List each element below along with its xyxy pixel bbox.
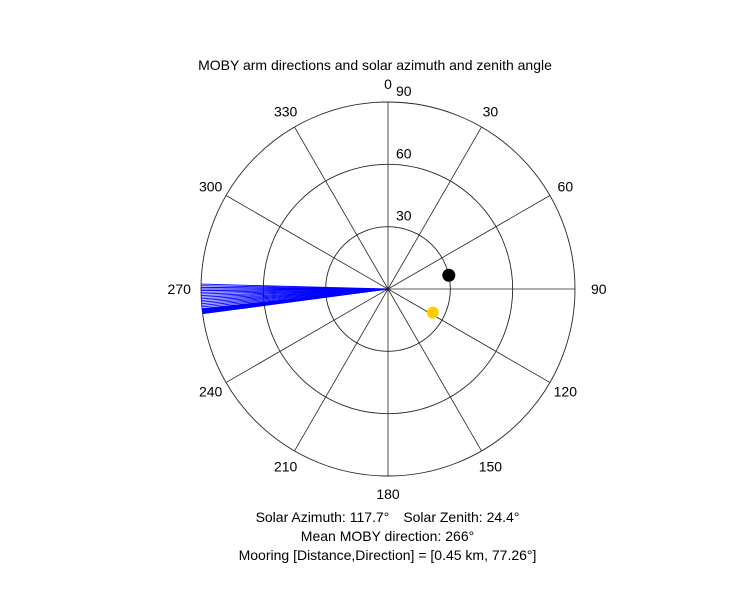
theta-tick-120: 120 — [554, 383, 578, 399]
solar-azimuth-label: Solar Azimuth: 117.7° — [255, 509, 390, 525]
theta-tick-60: 60 — [558, 179, 574, 195]
spoke-300 — [225, 195, 389, 290]
arm-line-23 — [202, 288, 389, 315]
angle-labels: 0 30 60 90 120 150 180 210 240 270 300 330 30 60 90 — [168, 76, 607, 502]
theta-tick-270: 270 — [168, 281, 192, 297]
theta-tick-150: 150 — [479, 458, 503, 474]
solar-caption: Solar Azimuth: 117.7° Solar Zenith: 24.4° — [0, 509, 750, 525]
spoke-30 — [387, 126, 482, 290]
theta-tick-300: 300 — [199, 179, 223, 195]
spoke-240 — [225, 288, 389, 383]
mean-direction-caption: Mean MOBY direction: 266° — [300, 528, 475, 544]
solar-zenith-label: Solar Zenith: 24.4° — [403, 509, 520, 525]
spoke-120 — [387, 288, 551, 383]
spoke-150 — [387, 288, 482, 452]
sun-core — [429, 309, 437, 317]
spoke-60 — [387, 195, 551, 290]
theta-tick-240: 240 — [199, 383, 223, 399]
chart-title: MOBY arm directions and solar azimuth an… — [198, 57, 552, 73]
theta-tick-90: 90 — [591, 281, 607, 297]
sun-marker — [426, 306, 439, 319]
theta-tick-30: 30 — [483, 104, 499, 120]
r-tick-90: 90 — [396, 83, 412, 99]
theta-tick-180: 180 — [376, 486, 400, 502]
theta-tick-330: 330 — [274, 104, 298, 120]
spoke-210 — [294, 288, 389, 452]
theta-tick-210: 210 — [274, 458, 298, 474]
r-tick-30: 30 — [396, 208, 412, 224]
theta-tick-0: 0 — [384, 76, 392, 92]
mooring-caption: Mooring [Distance,Direction] = [0.45 km,… — [238, 547, 537, 563]
mooring-marker — [442, 268, 456, 282]
arm-line-11 — [201, 283, 389, 290]
markers — [426, 268, 456, 319]
r-tick-60: 60 — [396, 145, 412, 161]
arm-directions — [201, 283, 389, 315]
spoke-330 — [294, 126, 389, 290]
